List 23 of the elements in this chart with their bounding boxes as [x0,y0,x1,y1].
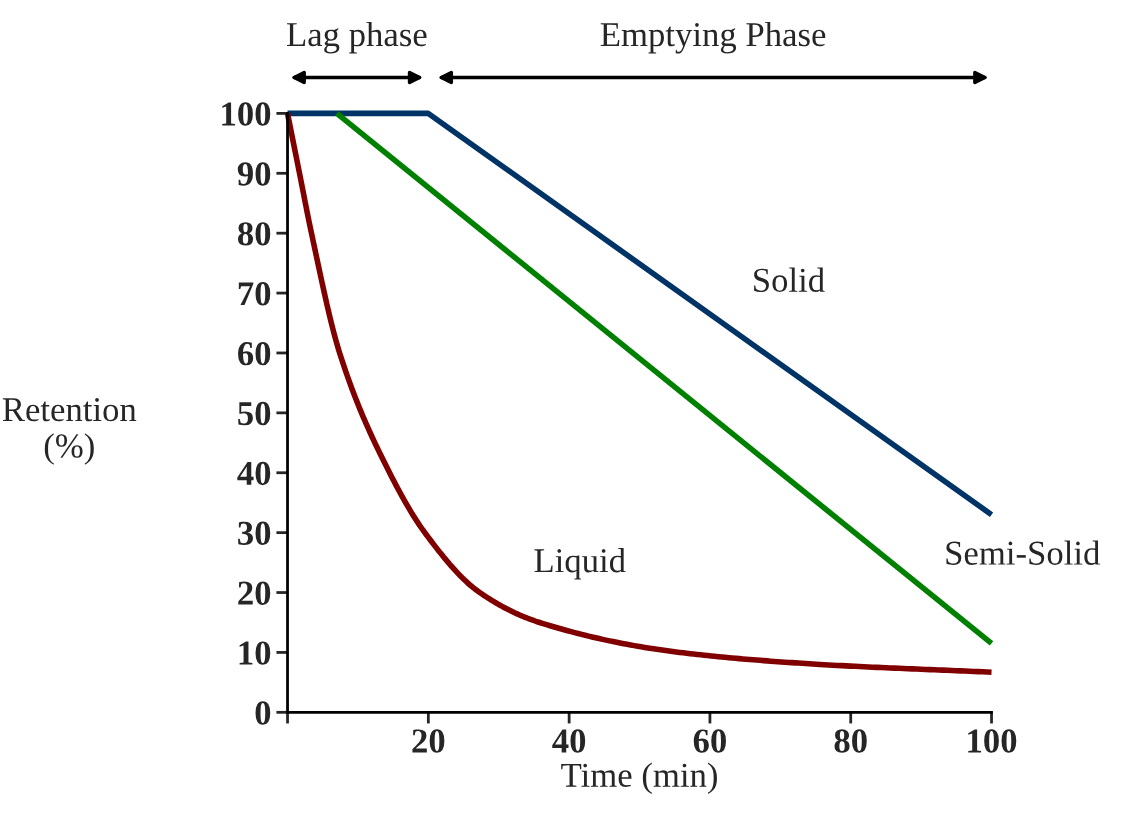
y-tick-label: 0 [255,701,271,725]
y-tick-label: 20 [238,581,271,605]
y-tick-label: 50 [238,401,271,426]
series-label: Solid [754,267,825,293]
series-label: Liquid [534,547,626,580]
y-tick-label: 30 [238,521,271,546]
y-tick-label: 90 [237,162,271,186]
series-label: Semi-Solid [946,540,1100,565]
x-axis-title: Time (min) [561,762,717,795]
y-tick-label: 80 [237,222,271,246]
y-tick-label: 10 [239,641,271,665]
text: Emptying Phase [600,21,826,54]
text: Lag phase [287,21,427,54]
y-axis-title: Retention (%) [2,398,137,465]
x-tick-label: 80 [834,729,867,753]
x-tick-label: 100 [968,729,1017,753]
y-tick-label: 40 [237,461,271,486]
y-tick-label: 100 [222,102,271,126]
x-tick-label: 60 [693,729,726,753]
y-tick-label: 60 [238,341,271,366]
x-tick-label: 40 [552,729,586,753]
x-tick-label: 20 [412,729,445,753]
y-tick-label: 70 [238,282,271,306]
